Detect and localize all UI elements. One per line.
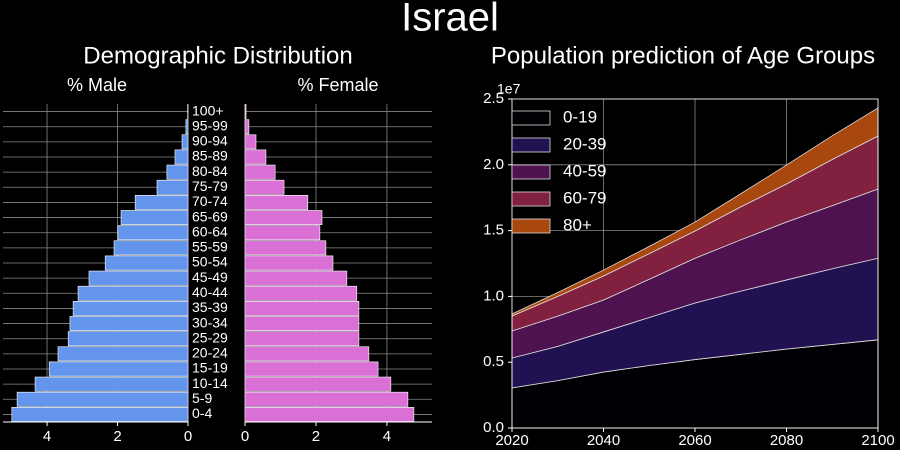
legend-label: 40-59 <box>563 161 606 180</box>
bar <box>244 376 392 392</box>
age-label: 30-34 <box>192 314 228 330</box>
legend-swatch <box>511 110 551 126</box>
bar <box>34 376 189 392</box>
legend-label: 80+ <box>563 215 592 234</box>
bar <box>244 391 409 407</box>
bar <box>11 407 189 422</box>
subplot-title: % Male <box>67 75 127 95</box>
y-tick-label: 1.0 <box>483 287 504 304</box>
chart-title: Population prediction of Age Groups <box>491 42 875 69</box>
legend-label: 60-79 <box>563 188 606 207</box>
age-label: 80-84 <box>192 163 228 179</box>
bar <box>67 331 189 347</box>
x-tick-label: 2020 <box>495 432 528 449</box>
age-label: 85-89 <box>192 148 228 164</box>
bar <box>244 134 257 150</box>
bar <box>244 285 358 301</box>
bar <box>185 119 189 135</box>
age-label: 100+ <box>192 102 224 118</box>
age-label: 40-44 <box>192 284 228 300</box>
bar <box>72 301 189 316</box>
y-tick-label: 2.0 <box>483 156 504 173</box>
bar <box>244 149 267 165</box>
bar <box>181 134 189 150</box>
age-label: 35-39 <box>192 299 228 315</box>
bar <box>48 361 189 377</box>
bar <box>244 164 276 180</box>
bar <box>244 255 334 271</box>
bar <box>244 270 348 286</box>
bar <box>244 346 370 362</box>
bar <box>77 285 189 301</box>
bar <box>174 149 189 165</box>
age-label: 15-19 <box>192 360 228 376</box>
age-label: 20-24 <box>192 345 228 361</box>
age-label: 50-54 <box>192 254 228 270</box>
age-label: 0-4 <box>192 405 212 421</box>
legend-swatch <box>511 164 551 180</box>
y-tick-label: 1.5 <box>483 222 504 239</box>
bar <box>156 179 189 195</box>
bar <box>166 164 189 180</box>
legend-swatch <box>511 137 551 153</box>
bar <box>113 240 189 256</box>
bar <box>244 119 250 135</box>
x-tick-label: 0 <box>241 428 249 445</box>
bar <box>57 346 189 362</box>
chart-title: Demographic Distribution <box>83 42 352 69</box>
bar <box>244 316 360 331</box>
x-tick-label: 2 <box>312 428 320 445</box>
bar <box>244 301 360 316</box>
x-tick-label: 2100 <box>861 432 894 449</box>
age-label: 10-14 <box>192 375 228 391</box>
age-label: 70-74 <box>192 193 228 209</box>
bar <box>244 179 285 195</box>
legend-swatch <box>511 218 551 234</box>
x-tick-label: 2040 <box>587 432 620 449</box>
age-label: 95-99 <box>192 117 228 133</box>
bar <box>88 270 189 286</box>
y-tick-label: 0.0 <box>483 419 504 436</box>
bar <box>120 210 189 225</box>
bar <box>244 361 379 377</box>
bar <box>244 240 327 256</box>
bar <box>134 195 189 210</box>
age-label: 60-64 <box>192 223 228 239</box>
bar <box>244 407 415 422</box>
subplot-title: % Female <box>297 75 378 95</box>
x-tick-label: 4 <box>383 428 391 445</box>
bar <box>69 316 189 331</box>
age-label: 90-94 <box>192 133 228 149</box>
age-label: 65-69 <box>192 208 228 224</box>
bar <box>244 104 247 119</box>
age-label: 45-49 <box>192 269 228 285</box>
page-title: Israel <box>401 0 499 40</box>
x-tick-label: 4 <box>43 428 51 445</box>
bar <box>244 210 323 225</box>
legend-swatch <box>511 191 551 207</box>
x-tick-label: 2 <box>113 428 121 445</box>
y-tick-label: 2.5 <box>483 90 504 107</box>
bar <box>244 195 309 210</box>
bar <box>244 331 360 347</box>
bar <box>16 391 189 407</box>
age-label: 55-59 <box>192 239 228 255</box>
age-label: 75-79 <box>192 178 228 194</box>
axis-offset-label: 1e7 <box>497 81 521 97</box>
legend-label: 0-19 <box>563 107 597 126</box>
bar <box>104 255 189 271</box>
bar <box>244 225 321 241</box>
x-tick-label: 2080 <box>770 432 803 449</box>
legend-label: 20-39 <box>563 134 606 153</box>
bar <box>117 225 189 241</box>
age-label: 25-29 <box>192 329 228 345</box>
y-tick-label: 0.5 <box>483 353 504 370</box>
x-tick-label: 0 <box>184 428 192 445</box>
age-label: 5-9 <box>192 390 212 406</box>
x-tick-label: 2060 <box>678 432 711 449</box>
